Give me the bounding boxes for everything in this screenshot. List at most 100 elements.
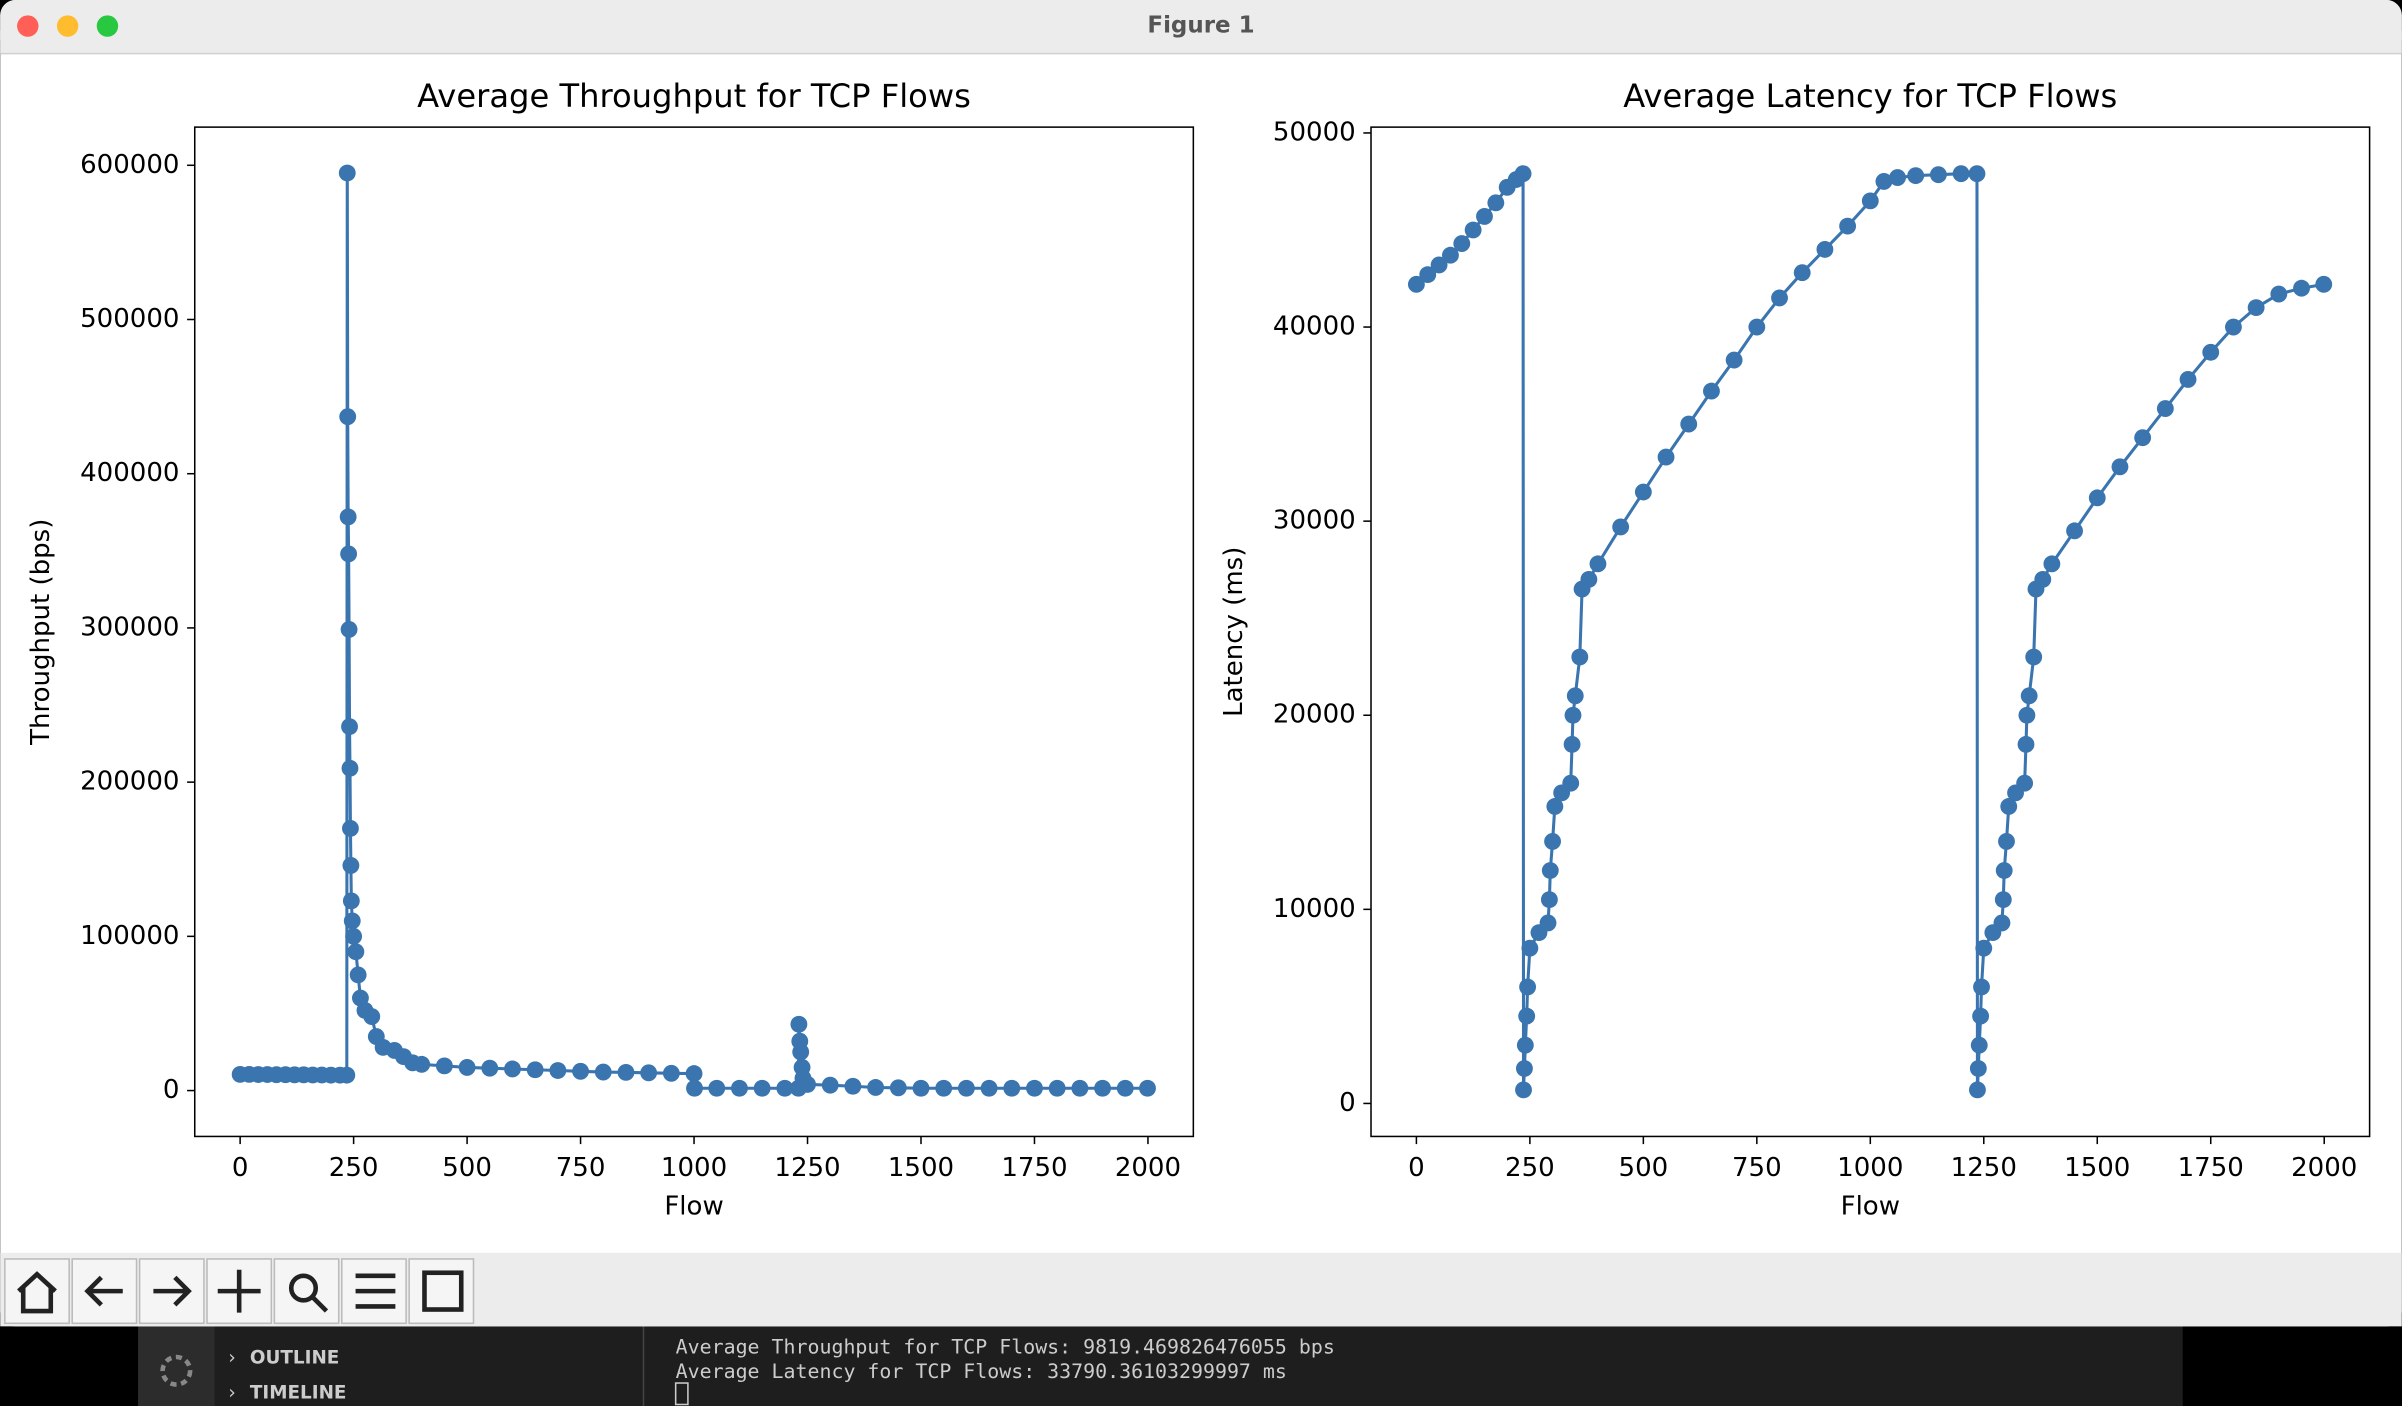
marker <box>1540 891 1558 909</box>
save-button[interactable] <box>408 1258 475 1325</box>
y-tick-label: 50000 <box>1273 117 1356 147</box>
marker <box>340 621 358 638</box>
marker <box>662 1064 680 1082</box>
forward-icon <box>153 1275 192 1307</box>
marker <box>1634 483 1652 501</box>
marker <box>2111 458 2129 476</box>
marker <box>1487 194 1505 212</box>
marker <box>2179 371 2197 388</box>
marker <box>2018 706 2036 724</box>
marker <box>1563 735 1581 753</box>
terminal-line: Average Throughput for TCP Flows: 9819.4… <box>676 1335 1335 1358</box>
marker <box>1571 648 1589 666</box>
marker <box>1516 1036 1534 1054</box>
zoom-button[interactable] <box>96 15 119 37</box>
marker <box>1516 1060 1533 1077</box>
marker <box>1519 978 1537 996</box>
marker <box>2202 343 2220 361</box>
y-axis-label: Throughput (bps) <box>26 519 56 746</box>
marker <box>1969 1060 1987 1077</box>
marker <box>1419 266 1437 284</box>
marker <box>1094 1079 1111 1097</box>
x-axis-label: Flow <box>1841 1191 1900 1221</box>
marker <box>1703 382 1720 400</box>
marker <box>617 1063 635 1081</box>
y-tick-label: 400000 <box>80 458 179 488</box>
marker <box>1816 240 1834 258</box>
y-tick-label: 300000 <box>80 612 179 642</box>
save-icon <box>422 1270 464 1312</box>
x-tick-label: 0 <box>1408 1153 1425 1183</box>
marker <box>2034 570 2052 588</box>
minimize-button[interactable] <box>56 15 79 37</box>
marker <box>2066 522 2083 540</box>
marker <box>339 408 357 426</box>
marker <box>341 718 358 736</box>
title-bar-fill <box>0 30 2402 54</box>
marker <box>413 1055 431 1073</box>
marker <box>363 1008 381 1025</box>
marker <box>1839 217 1857 235</box>
marker <box>1612 518 1630 536</box>
x-axis-label: Flow <box>664 1191 723 1221</box>
marker <box>1539 914 1557 932</box>
marker <box>1580 570 1598 588</box>
marker <box>345 927 363 945</box>
x-tick-label: 1250 <box>774 1153 840 1183</box>
marker <box>640 1064 658 1082</box>
marker <box>1476 207 1493 225</box>
marker <box>792 1043 810 1061</box>
x-tick-label: 1500 <box>2064 1153 2130 1183</box>
sidebar-item[interactable]: TIMELINE <box>250 1383 347 1404</box>
plot-frame <box>1370 126 2371 1138</box>
x-tick-label: 250 <box>329 1153 379 1183</box>
close-button[interactable] <box>17 15 39 37</box>
marker <box>347 943 365 961</box>
marker <box>1973 978 1990 996</box>
sidebar-item[interactable]: OUTLINE <box>250 1348 339 1369</box>
x-tick-label: 250 <box>1505 1153 1555 1183</box>
y-tick-label: 30000 <box>1273 506 1356 536</box>
home-icon <box>17 1271 57 1314</box>
chart-title: Average Latency for TCP Flows <box>1623 77 2117 115</box>
marker <box>731 1079 748 1097</box>
marker <box>342 892 360 910</box>
x-tick-label: 1750 <box>2178 1153 2244 1183</box>
back-icon <box>84 1275 123 1307</box>
x-tick-label: 750 <box>556 1153 606 1183</box>
marker <box>342 856 360 874</box>
pan-icon <box>217 1269 261 1313</box>
y-axis-label: Latency (ms) <box>1219 547 1249 717</box>
marker <box>2000 798 2018 815</box>
marker <box>935 1079 953 1097</box>
marker <box>1875 173 1893 190</box>
home-button[interactable] <box>4 1258 70 1325</box>
marker <box>2156 400 2174 417</box>
marker <box>1116 1079 1134 1097</box>
marker <box>1514 165 1532 183</box>
marker <box>2315 275 2333 293</box>
marker <box>1430 256 1448 274</box>
marker <box>2025 648 2043 666</box>
marker <box>504 1060 521 1078</box>
zoom-rect-button[interactable] <box>273 1258 340 1325</box>
x-tick-label: 500 <box>442 1153 492 1183</box>
marker <box>1139 1079 1156 1097</box>
marker <box>1725 351 1743 369</box>
marker <box>1970 1036 1988 1054</box>
marker <box>1975 939 1993 957</box>
marker <box>1748 318 1766 336</box>
marker <box>867 1079 885 1096</box>
x-tick-label: 2000 <box>2291 1153 2357 1183</box>
x-tick-label: 750 <box>1732 1153 1782 1183</box>
marker <box>2270 285 2288 303</box>
marker <box>1562 774 1580 792</box>
settings-icon[interactable] <box>160 1354 193 1387</box>
y-tick-label: 600000 <box>80 150 179 180</box>
marker <box>340 545 358 563</box>
marker <box>2225 318 2242 336</box>
marker <box>2293 279 2310 297</box>
y-tick-label: 20000 <box>1273 700 1356 730</box>
y-tick-label: 10000 <box>1273 894 1356 924</box>
x-tick-label: 0 <box>232 1153 249 1183</box>
